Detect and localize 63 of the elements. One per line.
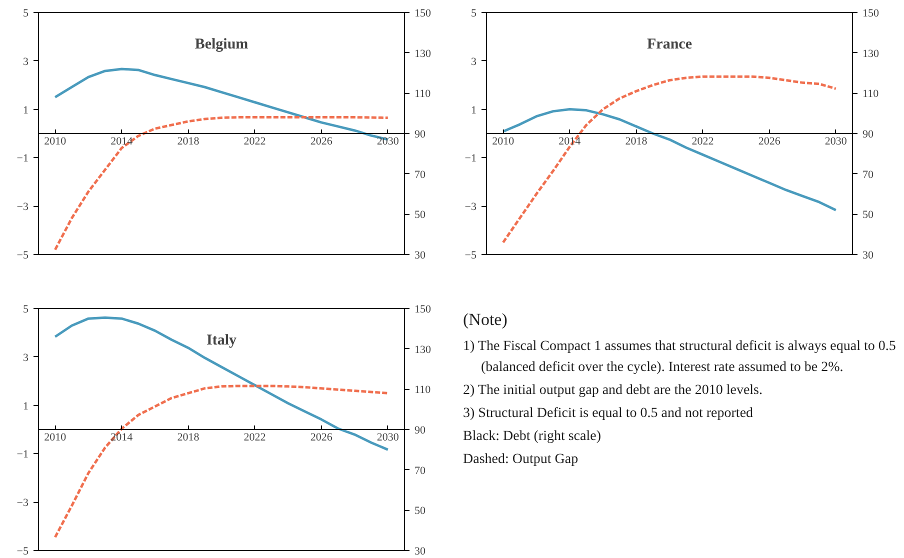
y2-tick-label: 30 <box>414 250 426 262</box>
x-tick-label: 2026 <box>310 136 333 148</box>
text: Dashed: Output Gap <box>463 451 580 469</box>
y-tick-label: 1 <box>23 400 28 412</box>
x-tick-label: 2010 <box>44 136 67 148</box>
y-tick-label: 3 <box>471 56 477 68</box>
y-tick-label: 1 <box>471 104 476 116</box>
y-tick-label: 5 <box>23 8 29 20</box>
y-tick-label: −5 <box>16 546 29 558</box>
y2-tick-label: 70 <box>862 168 874 181</box>
y-tick-label: −1 <box>464 152 477 165</box>
text: 1) The Fiscal Compact 1 assumes that structural deficit is always equal to 0.5 (balanced deficit over the cycle). Interest rate assumed to be 2%. <box>463 338 897 377</box>
y-tick-label: −3 <box>464 201 477 214</box>
y2-tick-label: 70 <box>414 168 426 181</box>
x-tick-label: 2022 <box>244 432 266 444</box>
y-tick-label: −1 <box>16 448 29 461</box>
y-tick-label: −3 <box>16 201 29 214</box>
x-tick-label: 2010 <box>44 432 67 444</box>
x-tick-label: 2022 <box>692 136 714 148</box>
x-tick-label: 2030 <box>824 136 848 148</box>
x-tick-label: 2026 <box>758 136 781 148</box>
text: 3) Structural Deficit is equal to 0.5 and not reported <box>463 405 754 423</box>
y2-tick-label: 110 <box>414 384 432 396</box>
text: Belgium <box>194 36 249 52</box>
y2-tick-label: 150 <box>414 8 432 20</box>
y2-tick-label: 130 <box>862 48 880 60</box>
x-tick-label: 2018 <box>177 432 200 444</box>
x-tick-label: 2018 <box>625 136 648 148</box>
y2-tick-label: 150 <box>414 304 432 316</box>
y-tick-label: 3 <box>23 352 29 364</box>
y2-tick-label: 110 <box>414 88 432 100</box>
y2-tick-label: 90 <box>862 128 874 140</box>
x-tick-label: 2026 <box>310 432 333 444</box>
y2-tick-label: 150 <box>862 8 880 20</box>
text: 2) The initial output gap and debt are the 2010 levels. <box>463 382 764 400</box>
y2-tick-label: 30 <box>414 546 426 558</box>
x-tick-label: 2030 <box>376 432 400 444</box>
text: Black: Debt (right scale) <box>463 428 602 446</box>
y-tick-label: 5 <box>471 8 477 20</box>
x-tick-label: 2018 <box>177 136 200 148</box>
y2-tick-label: 50 <box>414 505 426 518</box>
y2-tick-label: 70 <box>414 464 426 477</box>
x-tick-label: 2030 <box>376 136 400 148</box>
y-tick-label: 3 <box>23 56 29 68</box>
y2-tick-label: 50 <box>862 209 874 222</box>
y-tick-label: −5 <box>16 250 29 262</box>
x-tick-label: 2010 <box>492 136 515 148</box>
y-tick-label: −3 <box>16 497 29 510</box>
y-tick-label: −5 <box>464 250 477 262</box>
y-tick-label: 5 <box>23 304 29 316</box>
y2-tick-label: 50 <box>414 209 426 222</box>
y2-tick-label: 110 <box>862 88 880 100</box>
y-tick-label: 1 <box>23 104 28 116</box>
y2-tick-label: 90 <box>414 128 426 140</box>
y2-tick-label: 130 <box>414 344 432 356</box>
y2-tick-label: 130 <box>414 48 432 60</box>
y2-tick-label: 30 <box>862 250 874 262</box>
y-tick-label: −1 <box>16 152 29 165</box>
x-tick-label: 2022 <box>244 136 266 148</box>
text: Italy <box>206 332 237 348</box>
text: (Note) <box>463 309 508 330</box>
text: France <box>647 36 692 52</box>
y2-tick-label: 90 <box>414 424 426 436</box>
